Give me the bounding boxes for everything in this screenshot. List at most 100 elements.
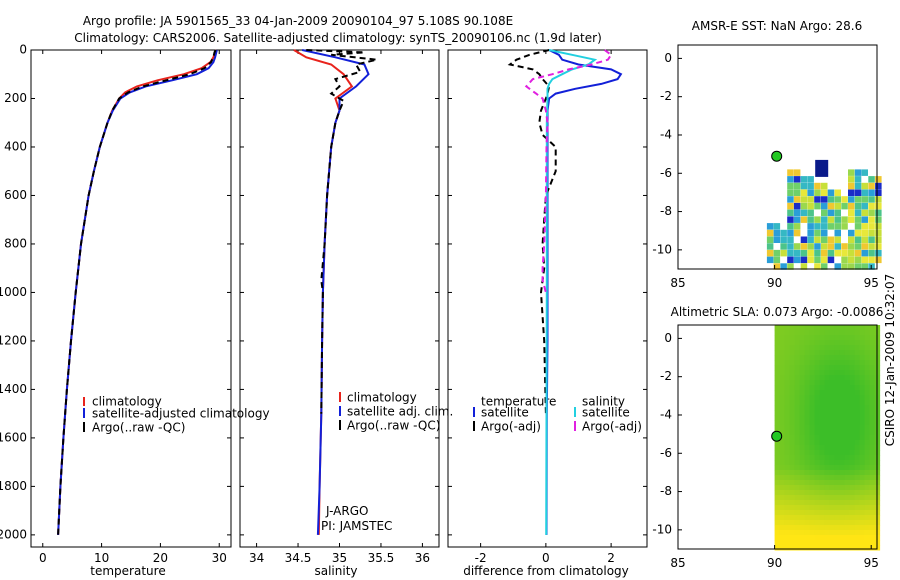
sla-cell — [789, 410, 796, 416]
sla-cell — [859, 345, 866, 351]
sla-cell — [859, 495, 866, 501]
sla-cell — [844, 420, 851, 426]
sla-cell — [799, 480, 806, 486]
sla-cell — [824, 485, 831, 491]
sla-cell — [799, 460, 806, 466]
sla-cell — [809, 510, 816, 516]
sla-cell — [809, 545, 816, 551]
sla-cell — [779, 415, 786, 421]
sla-cell — [779, 370, 786, 376]
sst-cell — [848, 209, 855, 217]
sla-cell — [824, 530, 831, 536]
sst-cell — [875, 209, 882, 217]
argo-position-marker — [771, 150, 783, 162]
sla-cell — [834, 490, 841, 496]
sla-cell — [829, 440, 836, 446]
sla-cell — [829, 515, 836, 521]
sla-cell — [774, 405, 781, 411]
sla-cell — [789, 450, 796, 456]
sla-cell — [779, 515, 786, 521]
sla-cell — [819, 395, 826, 401]
sla-cell — [809, 480, 816, 486]
sst-cell — [800, 189, 808, 196]
temperature-profile-panel: temperature climatology satellite-adjust… — [0, 43, 270, 579]
sla-cell — [814, 405, 821, 411]
sla-cell — [799, 445, 806, 451]
side-timestamp: CSIRO 12-Jan-2009 10:32:07 — [883, 274, 897, 446]
sla-cell — [869, 395, 876, 401]
sst_map-axis-ticks: 0 -2 -4 -6 -8 -10 85 90 95 — [652, 51, 878, 290]
sla-cell — [784, 495, 791, 501]
sla-cell — [824, 340, 831, 346]
sla-cell — [849, 395, 856, 401]
sla-cell — [804, 440, 811, 446]
sla-cell — [839, 465, 846, 471]
sla-cell — [819, 425, 826, 431]
sla-cell — [869, 435, 876, 441]
sla-cell — [839, 425, 846, 431]
sla-cell — [784, 480, 791, 486]
sla-cell — [794, 365, 801, 371]
legend-label-satellite: satellite-adjusted climatology — [92, 407, 270, 421]
sla-cell — [849, 390, 856, 396]
sla-cell — [779, 520, 786, 526]
sst-cell — [807, 229, 814, 237]
sla-cell — [809, 465, 816, 471]
sla-cell — [814, 395, 821, 401]
sla-cell — [864, 350, 871, 356]
sla-cell — [849, 520, 856, 526]
sla-cell — [849, 450, 856, 456]
sla-cell — [864, 340, 871, 346]
sla-cell — [809, 445, 816, 451]
sla-cell — [829, 510, 836, 516]
sla-cell — [774, 365, 781, 371]
sla-cell — [844, 440, 851, 446]
sla-cell — [789, 510, 796, 516]
sla-cell — [809, 520, 816, 526]
sla-cell — [834, 510, 841, 516]
sla-cell — [774, 410, 781, 416]
sst-cell — [793, 176, 801, 183]
sla-cell — [824, 515, 831, 521]
sla-cell — [824, 500, 831, 506]
sst-cell — [868, 189, 875, 196]
sla-cell — [819, 495, 826, 501]
sst-cell — [861, 169, 868, 176]
sla-cell — [814, 435, 821, 441]
sla-cell — [859, 400, 866, 406]
sla-cell — [859, 375, 866, 381]
sla-cell — [839, 435, 846, 441]
sla-cell — [854, 445, 861, 451]
sla-cell — [859, 380, 866, 386]
salinity-axes-box — [239, 49, 440, 548]
sla-cell — [774, 445, 781, 451]
sla-cell — [824, 355, 831, 361]
sla-cell — [779, 390, 786, 396]
sst-cell — [848, 169, 855, 176]
sla-cell — [819, 465, 826, 471]
sst-cell — [793, 243, 801, 250]
sla-cell — [869, 445, 876, 451]
sla-cell — [839, 505, 846, 511]
sst-cell — [868, 182, 875, 190]
sst-cell — [814, 216, 821, 223]
sla-cell — [809, 515, 816, 521]
sla-cell — [869, 350, 876, 356]
sst-cell — [854, 236, 862, 243]
sst-cell — [875, 249, 882, 257]
sla-cell — [809, 470, 816, 476]
sla-cell — [814, 365, 821, 371]
sla-cell — [794, 330, 801, 336]
sla-cell — [864, 465, 871, 471]
sla-cell — [864, 485, 871, 491]
sla-cell — [794, 390, 801, 396]
sla-cell — [809, 395, 816, 401]
salinity-legend: climatology satellite adj. clim. Argo(..… — [339, 391, 453, 433]
sla-cell — [824, 415, 831, 421]
sst-cell — [875, 229, 882, 237]
y-tick-label: -10 — [652, 242, 672, 256]
sla-cell — [824, 325, 831, 331]
sst-cell — [800, 216, 808, 223]
series-line-salinity-satellite — [545, 49, 598, 535]
sla-cell — [834, 475, 841, 481]
